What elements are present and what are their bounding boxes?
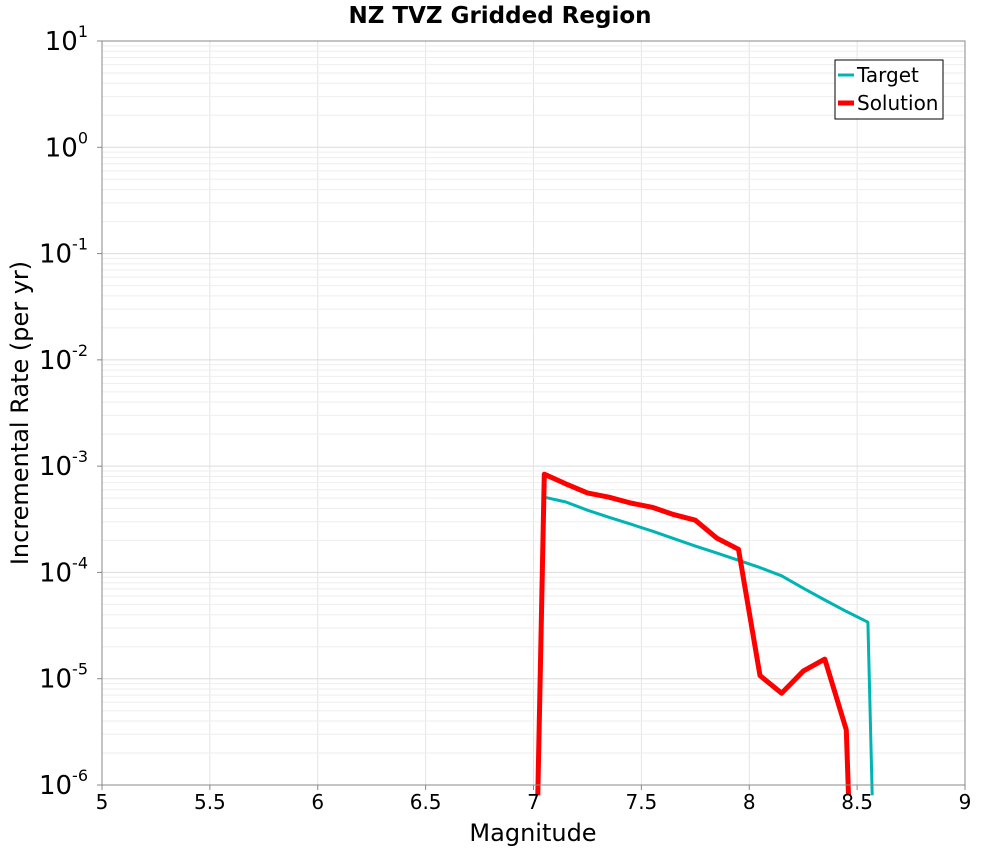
x-axis-ticks: 5 5.5 6 6.5 7 7.5 8 8.5 9	[96, 785, 972, 814]
series-line-target	[543, 495, 874, 796]
y-tick-label-0: 101	[45, 22, 88, 57]
series-line-solution	[535, 471, 851, 796]
x-tick-label-8: 9	[959, 790, 972, 814]
legend: Target Solution	[834, 59, 944, 120]
y-tick-label-4: 10-3	[39, 447, 88, 482]
x-tick-label-4: 7	[527, 790, 540, 814]
y-tick-label-1: 100	[45, 128, 88, 163]
x-tick-label-3: 6.5	[410, 790, 442, 814]
x-tick-label-2: 6	[311, 790, 324, 814]
x-tick-label-1: 5.5	[194, 790, 226, 814]
y-tick-label-5: 10-4	[39, 553, 88, 588]
series-layer	[535, 471, 874, 796]
y-tick-label-3: 10-2	[39, 341, 88, 376]
x-tick-label-5: 7.5	[625, 790, 657, 814]
x-tick-label-0: 5	[96, 790, 109, 814]
legend-label-solution: Solution	[857, 91, 938, 115]
x-axis-label: Magnitude	[469, 819, 596, 847]
y-tick-label-7: 10-6	[39, 766, 88, 801]
chart-title: NZ TVZ Gridded Region	[348, 3, 651, 29]
legend-label-target: Target	[856, 63, 919, 87]
y-axis-label: Incremental Rate (per yr)	[6, 261, 34, 565]
y-axis-ticks: 101 100 10-1 10-2 10-3 10-4 10-5 10-6	[39, 22, 102, 801]
y-tick-label-2: 10-1	[39, 235, 88, 270]
legend-box	[834, 59, 944, 120]
x-tick-label-7: 8.5	[841, 790, 873, 814]
y-tick-label-6: 10-5	[39, 660, 88, 695]
x-tick-label-6: 8	[743, 790, 756, 814]
